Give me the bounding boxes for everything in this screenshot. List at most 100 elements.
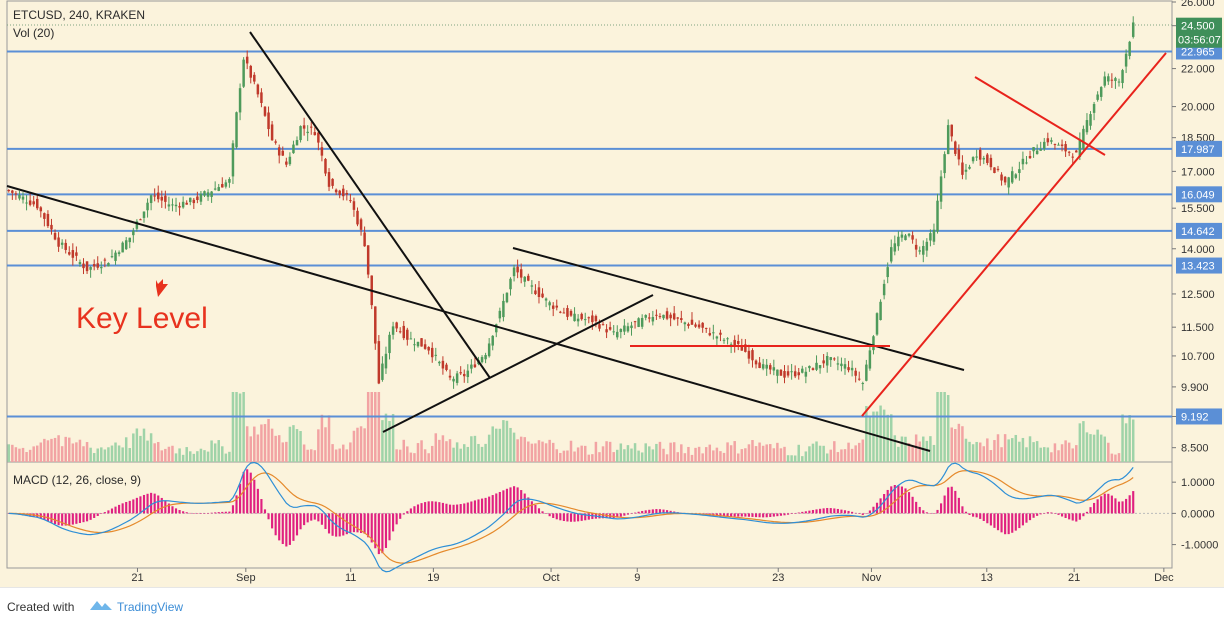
volume-bar [1085, 432, 1089, 462]
macd-histogram-bar [979, 513, 982, 519]
candle-body [662, 314, 665, 319]
volume-bar [82, 446, 85, 462]
candle-body [946, 125, 950, 155]
volume-bar [345, 449, 349, 462]
macd-histogram-bar [103, 512, 106, 514]
candle-body [857, 378, 861, 380]
candle-body [790, 371, 793, 373]
macd-histogram-bar [527, 497, 530, 514]
macd-histogram-bar [288, 513, 291, 545]
candle-body [153, 195, 156, 197]
level-badge-label: 22.965 [1181, 46, 1215, 58]
macd-histogram-bar [740, 513, 743, 517]
macd-histogram-bar [996, 513, 1000, 531]
volume-bar [107, 447, 110, 462]
volume-bar [1050, 452, 1053, 462]
volume-bar [1010, 438, 1014, 462]
macd-histogram-bar [89, 513, 92, 520]
volume-bar [295, 429, 299, 462]
candle-body [612, 331, 615, 333]
price-badges: 22.965 17.987 16.049 14.642 13.423 9.192 24.50… [1176, 17, 1222, 425]
macd-histogram-bar [488, 496, 491, 514]
volume-bar [840, 449, 843, 462]
candle-body [313, 132, 317, 136]
candle-body [139, 219, 142, 221]
macd-histogram-bar [359, 513, 363, 533]
macd-histogram-bar [182, 511, 185, 514]
macd-histogram-bar [1068, 513, 1071, 520]
chart-canvas[interactable]: 26.00024.50022.00020.00018.50017.00015.5… [0, 0, 1224, 587]
volume-bar [455, 442, 459, 462]
volume-bar [836, 452, 840, 462]
macd-histogram-bar [1082, 513, 1085, 517]
candle-body [527, 275, 530, 281]
candle-body [1092, 104, 1096, 113]
candle-body [345, 192, 349, 195]
price-tick-label: 17.000 [1181, 166, 1215, 178]
level-badge [1176, 257, 1222, 274]
macd-histogram-bar [822, 508, 825, 514]
tradingview-logo-icon[interactable] [89, 598, 113, 612]
candle-body [267, 112, 270, 130]
candle-body [580, 313, 583, 320]
time-tick-label: 11 [345, 572, 356, 584]
volume-bar [601, 446, 605, 462]
macd-histogram-bar [146, 493, 149, 514]
macd-histogram-bar [915, 501, 918, 514]
volume-bar [761, 445, 765, 462]
volume-bar [996, 434, 1000, 462]
candle-body [441, 360, 445, 369]
macd-histogram-bar [370, 513, 373, 543]
macd-histogram-bar [406, 511, 409, 514]
macd-histogram-bar [178, 510, 181, 514]
volume-label: Vol (20) [13, 26, 55, 40]
time-tick-label: 9 [634, 572, 640, 584]
macd-histogram-bar [331, 513, 334, 536]
volume-bar [139, 435, 142, 462]
candle-body [317, 132, 320, 143]
candle-body [338, 190, 341, 195]
candle-body [1110, 79, 1114, 81]
macd-histogram-bar [292, 513, 295, 541]
candle-body [53, 232, 57, 240]
macd-histogram-bar [1114, 498, 1117, 514]
macd-histogram-bar [719, 513, 722, 517]
candle-body [75, 252, 78, 256]
candle-body [1124, 53, 1128, 67]
macd-line [8, 461, 1134, 573]
macd-histogram-bar [669, 510, 672, 514]
candle-body [1071, 156, 1074, 158]
volume-bar [569, 440, 573, 462]
tradingview-link[interactable]: TradingView [117, 600, 184, 614]
macd-histogram-bar [797, 512, 800, 514]
axes: 26.00024.50022.00020.00018.50017.00015.5… [131, 0, 1218, 584]
candle-body [850, 367, 854, 371]
volume-bar [825, 453, 829, 462]
time-tick-label: Dec [1154, 572, 1174, 584]
candle-body [911, 235, 914, 240]
candle-body [1003, 176, 1007, 183]
volume-bar [982, 446, 986, 462]
macd-histogram-bar [445, 503, 448, 514]
macd-histogram-bar [619, 513, 622, 517]
macd-histogram-bar [61, 513, 64, 526]
candle-body [929, 233, 932, 241]
candle-body [470, 364, 473, 369]
candle-body [914, 244, 918, 250]
candle-body [423, 344, 427, 349]
volume-bar [309, 449, 313, 462]
candle-body [288, 156, 292, 165]
volume-bar [1007, 439, 1010, 462]
candle-body [413, 344, 416, 346]
macd-histogram-bar [317, 513, 320, 522]
macd-histogram-bar [295, 513, 299, 536]
candle-body [1117, 81, 1121, 83]
macd-histogram-bar [480, 498, 484, 514]
candle-body [676, 317, 679, 319]
candle-body [1021, 158, 1025, 165]
candle-body [43, 213, 46, 219]
macd-histogram-bar [829, 508, 832, 514]
volume-bar [580, 445, 583, 462]
macd-histogram-bar [890, 486, 893, 514]
